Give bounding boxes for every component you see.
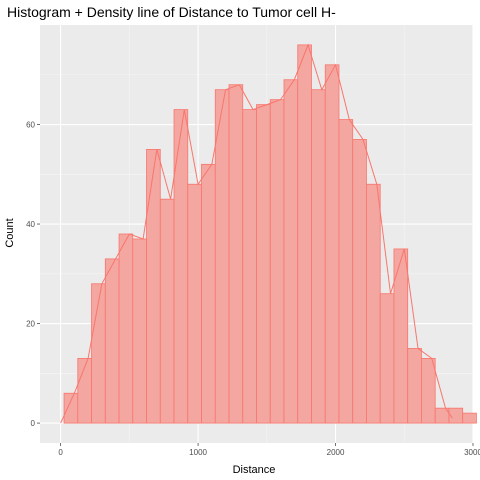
histogram-bar — [187, 183, 202, 424]
histogram-bar — [269, 99, 285, 424]
y-tick-label: 0 — [31, 419, 36, 428]
x-axis-title: Distance — [233, 464, 276, 476]
histogram-bar — [352, 139, 367, 424]
histogram-bar — [379, 293, 395, 424]
histogram-bar — [297, 44, 312, 424]
histogram-bar — [421, 358, 436, 424]
histogram-bar — [366, 183, 381, 424]
x-tick-label: 0 — [58, 448, 63, 457]
x-tick-label: 2000 — [327, 448, 345, 457]
histogram-bar — [104, 258, 120, 424]
histogram-bar — [228, 84, 244, 424]
histogram-bar — [132, 238, 147, 424]
y-tick-label: 20 — [26, 320, 35, 329]
histogram-bar — [338, 119, 354, 424]
x-tick-label: 1000 — [189, 448, 207, 457]
y-axis-title: Count — [4, 218, 16, 247]
histogram-bar — [159, 198, 175, 424]
histogram-bar — [462, 412, 477, 424]
histogram-bar — [393, 248, 409, 424]
histogram-bar — [283, 79, 299, 424]
histogram-bar — [311, 89, 326, 424]
histogram-bar — [201, 163, 216, 424]
histogram-bar — [242, 109, 257, 424]
histogram-bar — [214, 89, 230, 424]
histogram-bar — [324, 64, 340, 424]
density-line-layer — [60, 43, 453, 424]
density-line — [60, 43, 453, 424]
histogram-bar — [146, 149, 161, 424]
histogram-bar — [63, 392, 79, 424]
histogram-bar — [256, 104, 271, 424]
chart-title: Histogram + Density line of Distance to … — [7, 4, 336, 20]
axes: 0 1000 2000 3000 0 20 40 60 — [26, 121, 480, 457]
y-tick-label: 40 — [26, 220, 35, 229]
histogram-bar — [407, 348, 422, 424]
histogram-bar — [173, 109, 189, 424]
y-tick-label: 60 — [26, 121, 35, 130]
x-tick-label: 3000 — [464, 448, 480, 457]
histogram-bar — [118, 233, 134, 424]
